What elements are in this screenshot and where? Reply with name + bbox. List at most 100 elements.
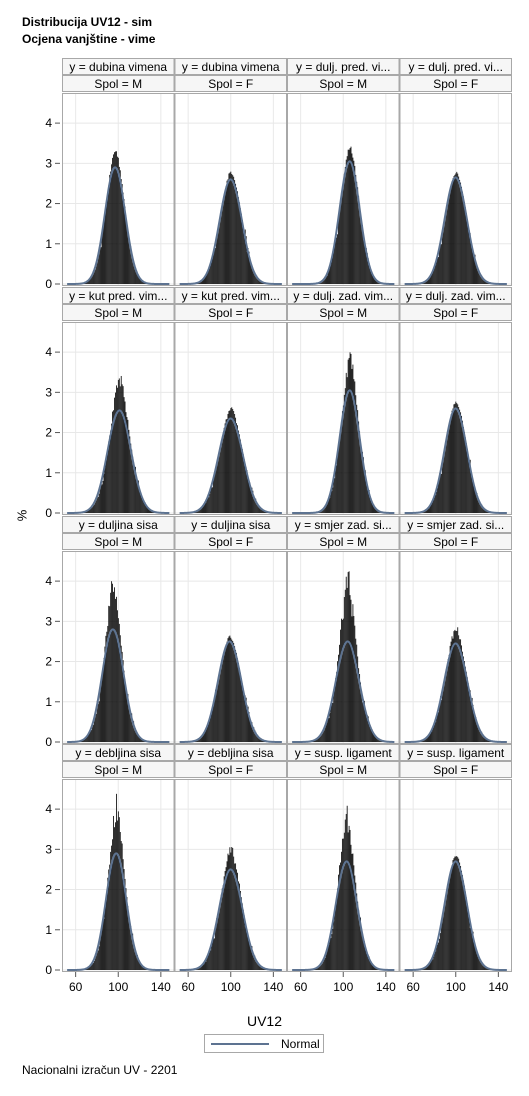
histogram-bar bbox=[367, 258, 369, 284]
histogram-bar bbox=[366, 252, 368, 284]
histogram-bar bbox=[374, 507, 376, 513]
histogram-bar bbox=[341, 618, 342, 742]
histogram-bar bbox=[103, 222, 105, 284]
histogram-bar bbox=[481, 504, 483, 513]
histogram-bar bbox=[374, 735, 376, 742]
histogram-bar bbox=[337, 888, 338, 970]
panel-header-spol-label: Spol = F bbox=[433, 763, 478, 777]
histogram-bar bbox=[129, 926, 131, 970]
histogram-bar bbox=[463, 656, 464, 742]
histogram-bar bbox=[138, 958, 139, 970]
histogram-bar bbox=[234, 863, 236, 970]
panel-header-variable bbox=[174, 58, 287, 75]
histogram-bar bbox=[359, 203, 361, 284]
histogram-bar bbox=[99, 488, 101, 513]
histogram-bar bbox=[144, 502, 146, 513]
x-tick-label: 100 bbox=[108, 980, 128, 994]
histogram-bar bbox=[450, 414, 452, 513]
histogram-bar bbox=[110, 171, 112, 284]
histogram-bar bbox=[325, 275, 327, 284]
histogram-bar bbox=[116, 793, 117, 970]
histogram-bar bbox=[371, 963, 373, 970]
histogram-bar bbox=[210, 486, 212, 513]
histogram-bar bbox=[96, 262, 98, 284]
histogram-bar bbox=[435, 951, 437, 970]
histogram-bar bbox=[219, 901, 221, 970]
histogram-bar bbox=[346, 587, 348, 742]
histogram-bar bbox=[460, 412, 462, 513]
histogram-bar bbox=[108, 869, 110, 970]
histogram-bar bbox=[213, 937, 214, 970]
histogram-bar bbox=[465, 891, 466, 970]
histogram-bar bbox=[100, 482, 102, 513]
x-tick-label: 60 bbox=[294, 980, 308, 994]
normal-curve bbox=[67, 852, 170, 971]
histogram-bar bbox=[128, 703, 130, 742]
histogram-bar bbox=[237, 872, 238, 970]
histogram-bar bbox=[471, 249, 473, 284]
histogram-bar bbox=[483, 278, 485, 284]
histogram-bar bbox=[239, 202, 240, 284]
histogram-bar bbox=[139, 963, 141, 970]
histogram-bar bbox=[479, 958, 481, 970]
histogram-bar bbox=[436, 715, 438, 742]
histogram-bar bbox=[344, 819, 346, 970]
histogram-bar bbox=[344, 166, 346, 284]
histogram-bar bbox=[376, 280, 378, 284]
histogram-bar bbox=[116, 610, 118, 742]
histogram-bar bbox=[375, 507, 377, 513]
histogram-bar bbox=[340, 429, 341, 513]
histogram-bar bbox=[240, 208, 241, 284]
histogram-bar bbox=[98, 247, 100, 284]
histogram-bar bbox=[126, 417, 128, 513]
histogram-bar bbox=[140, 738, 142, 742]
histogram-bar bbox=[91, 276, 92, 284]
histogram-bar bbox=[94, 712, 96, 742]
histogram-bar bbox=[103, 918, 105, 970]
histogram-bar bbox=[88, 734, 90, 742]
histogram-bar bbox=[224, 423, 226, 513]
histogram-bar bbox=[368, 956, 370, 970]
normal-curve bbox=[404, 642, 507, 743]
histogram-bar bbox=[372, 275, 374, 284]
histogram-bar bbox=[140, 495, 142, 513]
histogram-bar bbox=[89, 279, 90, 284]
histogram-bar bbox=[222, 656, 224, 742]
histogram-bar bbox=[351, 153, 353, 284]
histogram-bar bbox=[90, 966, 91, 970]
histogram-bar bbox=[450, 185, 452, 284]
histogram-bar bbox=[97, 496, 99, 513]
histogram-bar bbox=[240, 213, 242, 284]
histogram-bar bbox=[328, 271, 330, 284]
histogram-bar bbox=[128, 241, 130, 284]
histogram-bar bbox=[372, 731, 374, 742]
histogram-bar bbox=[201, 965, 203, 970]
histogram-bar bbox=[462, 420, 463, 513]
histogram-bar bbox=[203, 733, 205, 742]
histogram-bar bbox=[435, 495, 437, 513]
histogram-bar bbox=[335, 240, 337, 284]
histogram-bar bbox=[217, 232, 218, 284]
histogram-bar bbox=[331, 490, 333, 513]
histogram-bar bbox=[209, 717, 211, 742]
histogram-bar bbox=[440, 932, 441, 970]
histogram-bar bbox=[476, 492, 478, 513]
histogram-bar bbox=[348, 571, 350, 742]
histogram-bar bbox=[469, 459, 471, 513]
histogram-bar bbox=[425, 966, 427, 970]
histogram-bar bbox=[330, 264, 332, 284]
histogram-bar bbox=[449, 873, 451, 970]
histogram-bar bbox=[107, 625, 109, 742]
histogram-bar bbox=[376, 509, 378, 513]
x-tick-label: 60 bbox=[181, 980, 195, 994]
histogram-bar bbox=[477, 496, 479, 513]
panel-header-variable bbox=[399, 58, 512, 75]
histogram-bar bbox=[129, 708, 131, 742]
panel-header-variable bbox=[399, 744, 512, 761]
histogram-bar bbox=[250, 949, 252, 970]
histogram-bar bbox=[256, 734, 258, 742]
histogram-bar bbox=[477, 724, 479, 742]
histogram-bar bbox=[101, 925, 103, 970]
histogram-bar bbox=[469, 233, 471, 284]
